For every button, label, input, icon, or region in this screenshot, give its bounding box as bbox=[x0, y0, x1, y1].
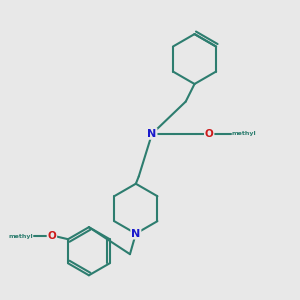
Text: O: O bbox=[47, 231, 56, 241]
Text: O: O bbox=[205, 129, 214, 139]
Text: N: N bbox=[131, 229, 140, 238]
Text: methyl: methyl bbox=[231, 131, 256, 136]
Text: N: N bbox=[147, 129, 157, 139]
Text: methyl: methyl bbox=[8, 234, 33, 239]
